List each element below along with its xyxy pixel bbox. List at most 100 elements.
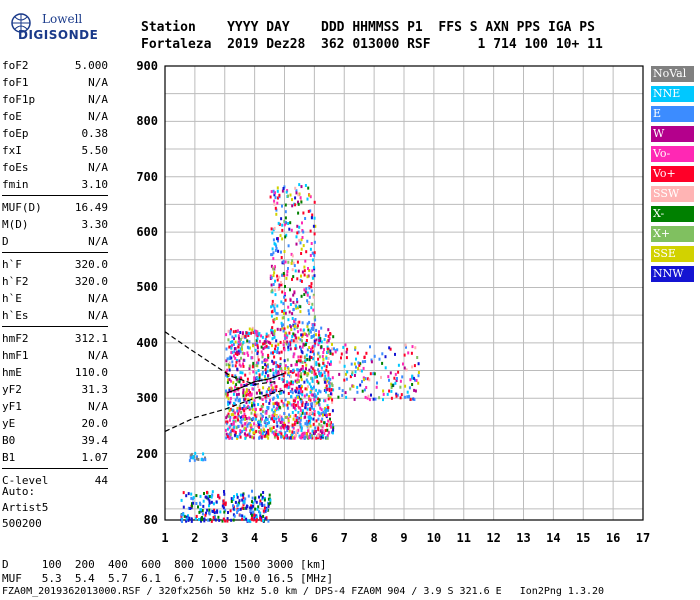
echo-mark [248,432,251,436]
echo-mark [274,196,277,200]
echo-mark [359,368,362,372]
echo-mark [182,505,185,509]
echo-mark [318,370,320,374]
echo-mark [325,384,328,388]
echo-mark [242,340,245,344]
echo-mark [217,493,220,497]
echo-mark [283,334,286,337]
echo-mark [294,186,297,190]
echo-mark [294,196,297,200]
echo-mark [407,351,410,355]
echo-mark [230,356,233,360]
echo-mark [290,252,293,256]
echo-mark [229,424,232,428]
echo-mark [231,360,234,364]
echo-mark [370,360,373,364]
echo-mark [271,344,273,348]
digisonde-logo: Lowell DIGISONDE [6,8,98,48]
echo-mark [226,427,229,431]
echo-mark [315,395,318,399]
echo-mark [269,398,271,402]
echo-mark [234,374,237,378]
echo-mark [300,185,303,189]
echo-mark [227,397,230,401]
echo-mark [313,352,315,356]
echo-mark [229,509,232,513]
echo-mark [311,251,314,255]
echo-mark [269,501,272,505]
echo-mark [297,428,300,432]
echo-mark [359,362,362,366]
echo-mark [252,381,255,385]
echo-mark [244,497,247,501]
echo-mark [261,410,264,414]
echo-mark [244,417,247,421]
echo-mark [258,332,261,336]
echo-mark [300,200,303,204]
echo-mark [299,345,301,349]
echo-mark [324,429,327,432]
echo-mark [269,427,271,431]
echo-mark [221,519,224,523]
echo-mark [225,390,228,394]
echo-mark [313,323,316,327]
header-row1: Station YYYY DAY DDD HHMMSS P1 FFS S AXN… [141,20,595,35]
echo-mark [412,376,415,380]
echo-mark [326,388,329,391]
echo-mark [255,408,257,412]
echo-mark [315,361,318,365]
echo-mark [353,374,356,377]
echo-mark [264,368,267,372]
echo-mark [280,399,283,403]
echo-mark [267,432,270,436]
echo-mark [287,244,290,248]
echo-mark [206,518,209,522]
echo-mark [226,414,229,418]
echo-mark [266,379,269,383]
echo-mark [286,380,289,384]
echo-mark [283,412,286,415]
echo-mark [390,386,393,389]
echo-mark [271,231,274,235]
echo-mark [399,379,402,383]
echo-mark [224,428,227,432]
param-value: 20.0 [81,417,109,430]
echo-mark [282,379,285,383]
echo-mark [295,373,298,377]
echo-mark [227,412,230,416]
echo-mark [305,363,308,367]
echo-mark [326,404,329,408]
echo-mark [313,232,316,236]
echo-mark [225,432,228,436]
echo-mark [320,419,323,423]
echo-mark [241,498,244,502]
param-row: foE N/A [2,108,108,125]
echo-mark [251,401,253,405]
echo-mark [236,504,239,508]
echo-mark [319,390,322,394]
echo-mark [406,390,409,394]
echo-mark [287,367,290,371]
echo-mark [255,415,258,418]
echo-mark [254,499,257,503]
echo-mark [326,408,329,412]
echo-mark [232,518,235,522]
echo-mark [300,399,303,403]
echo-mark [326,379,329,383]
echo-mark [240,421,243,425]
echo-mark [238,359,241,363]
echo-mark [320,340,323,344]
echo-mark [243,501,246,505]
echo-mark [353,397,356,401]
echo-mark [251,489,253,493]
echo-mark [249,421,252,425]
echo-mark [277,221,280,225]
param-row: h`F2 320.0 [2,273,108,290]
echo-mark [229,407,232,411]
echo-mark [299,435,302,439]
echo-mark [279,328,282,332]
echo-mark [238,404,241,408]
echo-mark [286,429,289,432]
echo-mark [327,430,330,434]
echo-mark [224,508,227,512]
